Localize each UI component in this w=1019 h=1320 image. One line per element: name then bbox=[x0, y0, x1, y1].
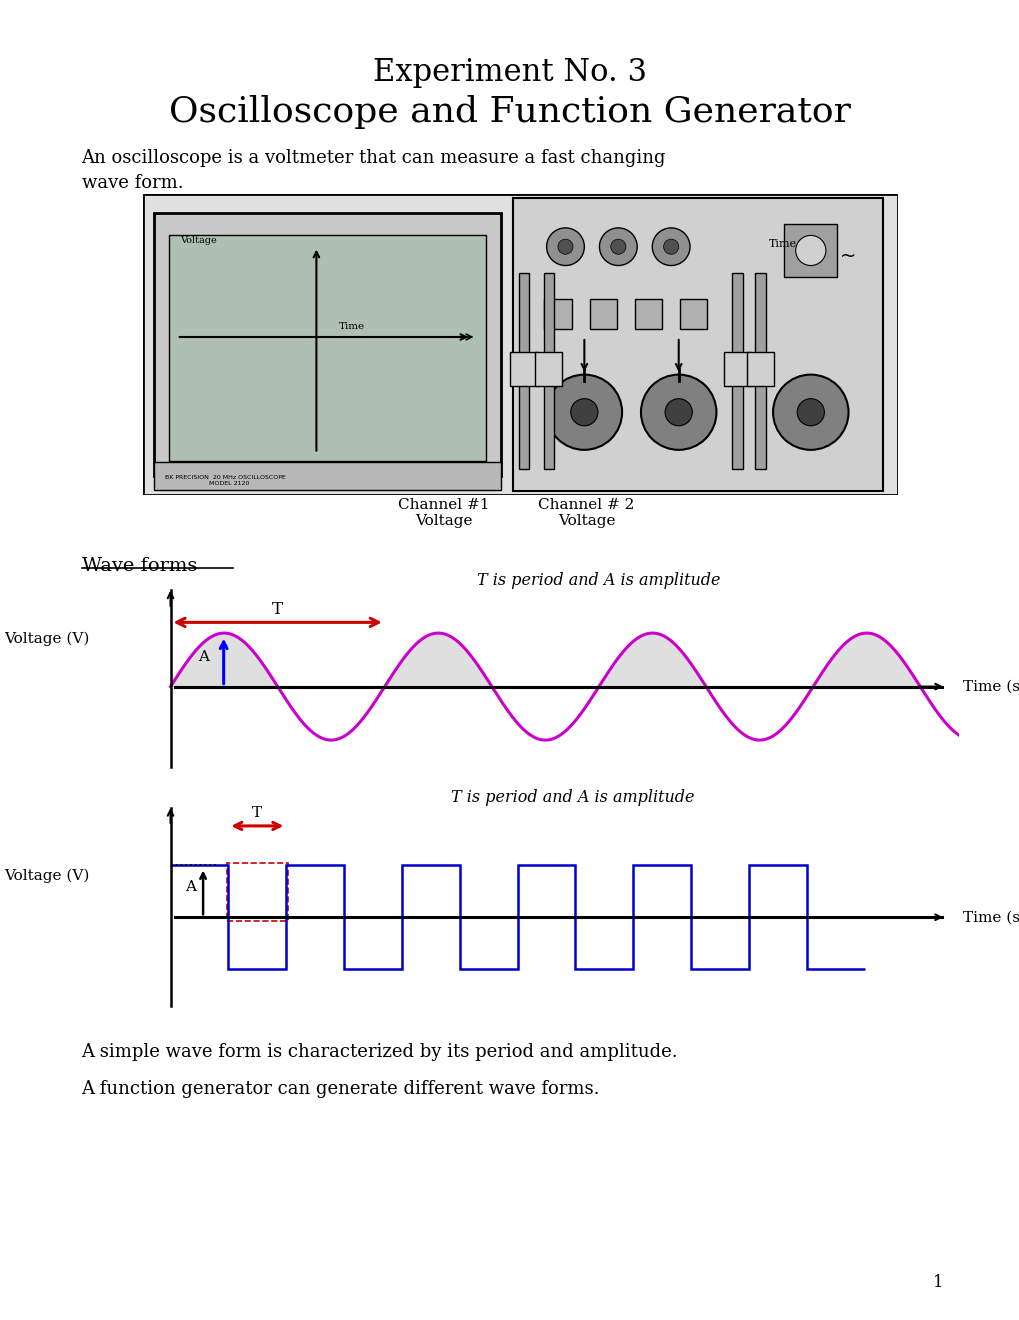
Text: T is period and A is amplitude: T is period and A is amplitude bbox=[451, 789, 694, 807]
Text: wave form.: wave form. bbox=[82, 174, 183, 193]
Text: 1: 1 bbox=[932, 1274, 943, 1291]
Circle shape bbox=[652, 228, 690, 265]
Circle shape bbox=[664, 399, 692, 426]
Circle shape bbox=[546, 228, 584, 265]
Text: Channel #1
Voltage: Channel #1 Voltage bbox=[397, 498, 489, 528]
Circle shape bbox=[571, 399, 597, 426]
Circle shape bbox=[663, 239, 678, 255]
Text: T: T bbox=[272, 602, 283, 618]
Text: Voltage (V): Voltage (V) bbox=[4, 869, 89, 883]
Text: ~: ~ bbox=[840, 247, 856, 265]
Circle shape bbox=[797, 399, 823, 426]
Bar bbox=[746, 352, 773, 385]
Text: Voltage: Voltage bbox=[180, 236, 217, 246]
Bar bbox=[154, 462, 501, 491]
Circle shape bbox=[557, 239, 573, 255]
Bar bbox=[543, 273, 553, 469]
Circle shape bbox=[795, 235, 825, 265]
Text: Oscilloscope and Function Generator: Oscilloscope and Function Generator bbox=[169, 95, 850, 129]
Text: Time (s): Time (s) bbox=[962, 680, 1019, 693]
Bar bbox=[169, 235, 486, 461]
Text: Voltage (V): Voltage (V) bbox=[4, 631, 89, 645]
Text: Experiment No. 3: Experiment No. 3 bbox=[373, 57, 646, 87]
Text: Channel # 2
Voltage: Channel # 2 Voltage bbox=[538, 498, 634, 528]
Text: An oscilloscope is a voltmeter that can measure a fast changing: An oscilloscope is a voltmeter that can … bbox=[82, 149, 665, 168]
Text: A function generator can generate different wave forms.: A function generator can generate differ… bbox=[82, 1080, 599, 1098]
Circle shape bbox=[546, 375, 622, 450]
Bar bbox=[634, 300, 661, 330]
Bar bbox=[723, 352, 750, 385]
Text: Time (s): Time (s) bbox=[962, 911, 1019, 924]
Bar bbox=[544, 300, 571, 330]
Text: A simple wave form is characterized by its period and amplitude.: A simple wave form is characterized by i… bbox=[82, 1043, 678, 1061]
Circle shape bbox=[610, 239, 626, 255]
Bar bbox=[754, 273, 765, 469]
Bar bbox=[589, 300, 616, 330]
Text: A: A bbox=[198, 649, 209, 664]
Bar bbox=[510, 352, 537, 385]
Bar bbox=[513, 198, 881, 491]
Circle shape bbox=[640, 375, 715, 450]
Bar bbox=[732, 273, 742, 469]
Text: A: A bbox=[184, 880, 196, 894]
Text: Time: Time bbox=[338, 322, 365, 331]
Circle shape bbox=[599, 228, 637, 265]
Bar bbox=[535, 352, 561, 385]
Bar bbox=[680, 300, 707, 330]
Text: Wave forms: Wave forms bbox=[82, 557, 197, 576]
Text: Time: Time bbox=[768, 239, 797, 248]
Bar bbox=[784, 224, 837, 277]
Text: T: T bbox=[252, 807, 262, 820]
Bar bbox=[154, 213, 501, 477]
Text: BK PRECISION  20 MHz OSCILLOSCOPE
                      MODEL 2120: BK PRECISION 20 MHz OSCILLOSCOPE MODEL 2… bbox=[165, 475, 286, 486]
Bar bbox=[226, 863, 287, 921]
Text: T is period and A is amplitude: T is period and A is amplitude bbox=[477, 572, 720, 589]
Circle shape bbox=[772, 375, 848, 450]
Bar bbox=[519, 273, 529, 469]
